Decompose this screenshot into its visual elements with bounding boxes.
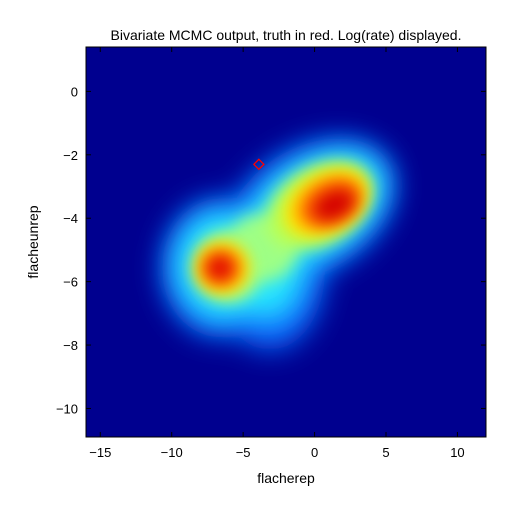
x-tick-label: 10 — [450, 445, 464, 460]
y-axis-label: flacheunrep — [25, 205, 41, 278]
x-tick-label: 5 — [382, 445, 389, 460]
plot-area: −15 −10 −5 0 5 10 −10 −8 −6 −4 −2 0 — [56, 47, 486, 460]
x-tick-label: −15 — [89, 445, 111, 460]
x-axis-label: flacherep — [257, 470, 315, 486]
y-tick-label: 0 — [71, 84, 78, 99]
x-tick-label: 0 — [311, 445, 318, 460]
y-tick-label: −6 — [63, 275, 78, 290]
y-tick-label: −4 — [63, 211, 78, 226]
y-tick-label: −2 — [63, 148, 78, 163]
y-tick-label: −10 — [56, 401, 78, 416]
x-tick-label: −5 — [236, 445, 251, 460]
y-tick-label: −8 — [63, 338, 78, 353]
x-tick-label: −10 — [161, 445, 183, 460]
chart-title: Bivariate MCMC output, truth in red. Log… — [111, 27, 462, 43]
density-layer-red — [207, 256, 233, 280]
